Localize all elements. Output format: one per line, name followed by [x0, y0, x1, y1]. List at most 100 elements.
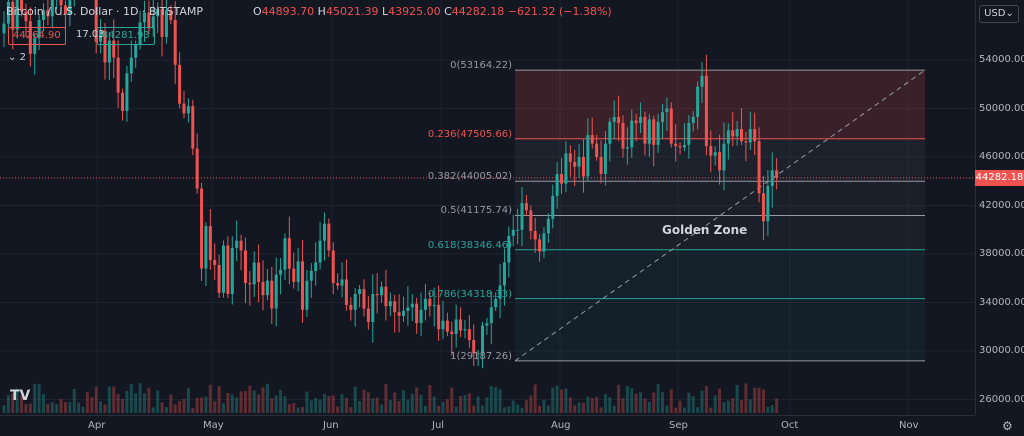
candle-body[interactable] — [441, 320, 445, 330]
candle-body[interactable] — [265, 280, 269, 296]
candle-body[interactable] — [665, 108, 669, 113]
candle-body[interactable] — [68, 0, 72, 14]
candle-body[interactable] — [529, 210, 533, 231]
candle-body[interactable] — [270, 280, 274, 309]
candle-body[interactable] — [735, 129, 739, 137]
candle-body[interactable] — [283, 238, 287, 270]
candle-body[interactable] — [46, 10, 50, 17]
buy-button[interactable]: 44281.93 — [97, 27, 155, 45]
candle-body[interactable] — [340, 279, 344, 286]
candle-body[interactable] — [656, 121, 660, 145]
candle-body[interactable] — [700, 75, 704, 87]
candle-body[interactable] — [476, 353, 480, 355]
candle-body[interactable] — [428, 298, 432, 307]
candle-body[interactable] — [274, 274, 278, 309]
candle-body[interactable] — [507, 235, 511, 263]
candle-body[interactable] — [419, 309, 423, 324]
candle-body[interactable] — [617, 116, 621, 124]
candle-body[interactable] — [713, 152, 717, 156]
candle-body[interactable] — [454, 319, 458, 335]
candle-body[interactable] — [287, 238, 291, 269]
candle-body[interactable] — [489, 307, 493, 324]
candle-body[interactable] — [520, 203, 524, 230]
candle-body[interactable] — [603, 143, 607, 174]
candle-body[interactable] — [511, 229, 515, 236]
candle-body[interactable] — [744, 141, 748, 143]
candle-body[interactable] — [590, 135, 594, 144]
candle-body[interactable] — [625, 147, 629, 149]
candle-body[interactable] — [415, 303, 419, 324]
candle-body[interactable] — [775, 170, 779, 178]
candle-body[interactable] — [327, 223, 331, 251]
candle-body[interactable] — [178, 64, 182, 104]
candle-body[interactable] — [669, 108, 673, 144]
candle-body[interactable] — [213, 260, 217, 265]
candle-body[interactable] — [406, 307, 410, 311]
candle-body[interactable] — [195, 148, 199, 189]
candle-body[interactable] — [748, 129, 752, 143]
candle-body[interactable] — [156, 9, 160, 17]
candle-body[interactable] — [485, 323, 489, 326]
candle-body[interactable] — [257, 262, 261, 282]
candle-body[interactable] — [546, 218, 550, 234]
candle-body[interactable] — [757, 141, 761, 194]
candle-body[interactable] — [388, 301, 392, 307]
candle-body[interactable] — [6, 1, 10, 24]
candle-body[interactable] — [722, 143, 726, 171]
candle-body[interactable] — [125, 73, 129, 111]
candle-body[interactable] — [459, 319, 463, 331]
candle-body[interactable] — [682, 144, 686, 148]
candle-body[interactable] — [173, 19, 177, 65]
golden-zone-annotation[interactable]: Golden Zone — [662, 223, 748, 237]
candle-body[interactable] — [731, 130, 735, 137]
currency-button[interactable]: USD⌄ — [979, 5, 1019, 23]
candle-body[interactable] — [691, 116, 695, 124]
candle-body[interactable] — [595, 143, 599, 157]
candle-body[interactable] — [634, 120, 638, 124]
candle-body[interactable] — [643, 116, 647, 144]
candlestick-chart[interactable] — [0, 0, 975, 415]
candle-body[interactable] — [322, 223, 326, 241]
candle-body[interactable] — [696, 86, 700, 117]
candle-body[interactable] — [718, 152, 722, 171]
candle-body[interactable] — [217, 264, 221, 293]
candle-body[interactable] — [103, 30, 107, 63]
candle-body[interactable] — [533, 230, 537, 240]
candle-body[interactable] — [243, 250, 247, 284]
candle-body[interactable] — [437, 304, 441, 330]
candle-body[interactable] — [301, 261, 305, 310]
candle-body[interactable] — [568, 153, 572, 162]
candle-body[interactable] — [502, 262, 506, 286]
candle-body[interactable] — [481, 325, 485, 354]
sell-button[interactable]: 44264.90 — [8, 27, 66, 45]
candle-body[interactable] — [169, 10, 173, 20]
candle-body[interactable] — [393, 301, 397, 313]
candle-body[interactable] — [704, 75, 708, 147]
candle-body[interactable] — [226, 245, 230, 295]
candle-body[interactable] — [542, 233, 546, 252]
candle-body[interactable] — [344, 279, 348, 305]
candle-body[interactable] — [564, 153, 568, 184]
candle-body[interactable] — [375, 294, 379, 296]
candle-body[interactable] — [630, 120, 634, 148]
candle-body[interactable] — [753, 129, 757, 142]
candle-body[interactable] — [647, 119, 651, 144]
candle-body[interactable] — [678, 146, 682, 148]
candle-body[interactable] — [586, 135, 590, 177]
candle-body[interactable] — [296, 261, 300, 282]
candle-body[interactable] — [59, 0, 63, 6]
candle-body[interactable] — [432, 304, 436, 307]
candle-body[interactable] — [164, 10, 168, 37]
candle-body[interactable] — [309, 270, 313, 281]
candle-body[interactable] — [200, 188, 204, 269]
candle-body[interactable] — [761, 193, 765, 222]
candle-body[interactable] — [248, 283, 252, 285]
candle-body[interactable] — [204, 226, 208, 269]
candle-body[interactable] — [305, 280, 309, 310]
candle-body[interactable] — [28, 21, 32, 54]
candle-body[interactable] — [116, 57, 120, 93]
candle-body[interactable] — [336, 283, 340, 286]
candle-body[interactable] — [239, 240, 243, 251]
candle-body[interactable] — [726, 130, 730, 144]
candle-body[interactable] — [11, 1, 15, 30]
